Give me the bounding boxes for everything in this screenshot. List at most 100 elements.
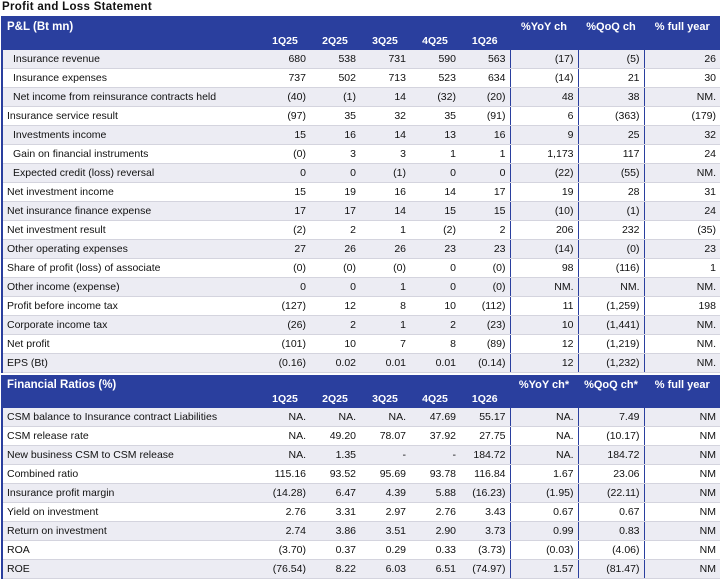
cell-value: 184.72 — [577, 445, 644, 465]
cell-value: (101) — [260, 334, 310, 354]
cell-value: 0.83 — [577, 521, 644, 541]
row-label: Corporate income tax — [1, 315, 260, 335]
table-row: Corporate income tax (26) 2 1 2 (23) 10 (1,441)… — [1, 315, 720, 335]
cell-value: 2.76 — [260, 502, 310, 522]
cell-value: 115.16 — [260, 464, 310, 484]
cell-value: (14.28) — [260, 483, 310, 503]
cell-value: (20) — [460, 87, 510, 107]
cell-value: 6.47 — [310, 483, 360, 503]
cell-value: 95.69 — [360, 464, 410, 484]
cell-value: NA. — [360, 408, 410, 427]
table-row: Net investment result (2) 2 1 (2) 2 206 232 (35) — [1, 220, 720, 240]
table-row: Expected credit (loss) reversal 0 0 (1) 0 0 (2… — [1, 163, 720, 183]
row-label: Net income from reinsurance contracts he… — [1, 87, 260, 107]
row-label: Insurance expenses — [1, 68, 260, 88]
cell-value: (127) — [260, 296, 310, 316]
table-row: New business CSM to CSM release NA. 1.35- -… — [1, 445, 720, 465]
cell-value: 538 — [310, 50, 360, 69]
cell-value: (0) — [460, 258, 510, 278]
column-header: %YoY ch — [509, 16, 578, 50]
cell-value: 49.20 — [310, 426, 360, 446]
cell-value: 6 — [509, 106, 578, 126]
cell-value: (0.14) — [460, 353, 510, 373]
row-label: New business CSM to CSM release — [1, 445, 260, 465]
column-header: % full year — [643, 16, 720, 50]
cell-value: 28 — [577, 182, 644, 202]
cell-value: 1.35 — [310, 445, 360, 465]
cell-value: (76.54) — [260, 559, 310, 579]
cell-value: (0) — [260, 258, 310, 278]
table-row: Yield on investment 2.76 3.31 2.97 2.76 3.43 0… — [1, 502, 720, 522]
cell-value: (112) — [460, 296, 510, 316]
cell-value: (23) — [460, 315, 510, 335]
cell-value: (3.70) — [260, 540, 310, 560]
cell-value: NM — [643, 559, 720, 579]
cell-value: 26 — [360, 239, 410, 259]
cell-value: (2) — [410, 220, 460, 240]
cell-value: NM. — [643, 353, 720, 373]
cell-value: (97) — [260, 106, 310, 126]
cell-value: (1.95) — [509, 483, 578, 503]
column-header: 3Q25 — [360, 375, 410, 408]
cell-value: 232 — [577, 220, 644, 240]
cell-value: NA. — [260, 408, 310, 427]
cell-value: - — [360, 445, 410, 465]
table-row: ROE (76.54) 8.22 6.03 6.51 (74.97) 1.57 (81.47)… — [1, 559, 720, 579]
row-label: Return on investment — [1, 521, 260, 541]
cell-value: NM — [643, 445, 720, 465]
table-row: Insurance profit margin (14.28) 6.47 4.39 5.… — [1, 483, 720, 503]
row-label: Insurance profit margin — [1, 483, 260, 503]
cell-value: (17) — [509, 50, 578, 69]
cell-value: 9 — [509, 125, 578, 145]
cell-value: 15 — [460, 201, 510, 221]
cell-value: (179) — [643, 106, 720, 126]
section-table: Financial Ratios (%) 1Q25 2Q25 3Q25 4Q25 1Q26… — [1, 375, 720, 579]
cell-value: 12 — [509, 334, 578, 354]
cell-value: 0.67 — [577, 502, 644, 522]
cell-value: NM. — [643, 163, 720, 183]
cell-value: 38 — [577, 87, 644, 107]
cell-value: (26) — [260, 315, 310, 335]
row-label: Investments income — [1, 125, 260, 145]
cell-value: 35 — [410, 106, 460, 126]
cell-value: 3.51 — [360, 521, 410, 541]
cell-value: 0.37 — [310, 540, 360, 560]
cell-value: 3 — [360, 144, 410, 164]
cell-value: 5.88 — [410, 483, 460, 503]
cell-value: NM. — [577, 277, 644, 297]
cell-value: 23 — [460, 239, 510, 259]
header-row: P&L (Bt mn) 1Q25 2Q25 3Q25 4Q25 1Q26 %YoY ch %Q… — [1, 16, 720, 50]
cell-value: 731 — [360, 50, 410, 69]
cell-value: 3.86 — [310, 521, 360, 541]
cell-value: 10 — [509, 315, 578, 335]
cell-value: 17 — [260, 201, 310, 221]
cell-value: (22.11) — [577, 483, 644, 503]
cell-value: (10.17) — [577, 426, 644, 446]
row-label: Profit before income tax — [1, 296, 260, 316]
cell-value: 24 — [643, 144, 720, 164]
cell-value: 0 — [310, 277, 360, 297]
cell-value: 1 — [460, 144, 510, 164]
cell-value: 634 — [460, 68, 510, 88]
column-header: 3Q25 — [360, 16, 410, 50]
row-label: Combined ratio — [1, 464, 260, 484]
row-label: ROE — [1, 559, 260, 579]
cell-value: NA. — [509, 408, 578, 427]
cell-value: 23 — [643, 239, 720, 259]
cell-value: 37.92 — [410, 426, 460, 446]
cell-value: 116.84 — [460, 464, 510, 484]
column-header: 2Q25 — [310, 375, 360, 408]
cell-value: 0 — [410, 163, 460, 183]
table-row: Net profit (101) 10 7 8 (89) 12 (1,219) NM. — [1, 334, 720, 354]
cell-value: (0) — [260, 144, 310, 164]
cell-value: 19 — [310, 182, 360, 202]
cell-value: 563 — [460, 50, 510, 69]
cell-value: 502 — [310, 68, 360, 88]
cell-value: 2 — [310, 220, 360, 240]
cell-value: NM — [643, 502, 720, 522]
cell-value: 3.43 — [460, 502, 510, 522]
cell-value: (14) — [509, 239, 578, 259]
cell-value: 523 — [410, 68, 460, 88]
row-label: Yield on investment — [1, 502, 260, 522]
cell-value: 16 — [310, 125, 360, 145]
